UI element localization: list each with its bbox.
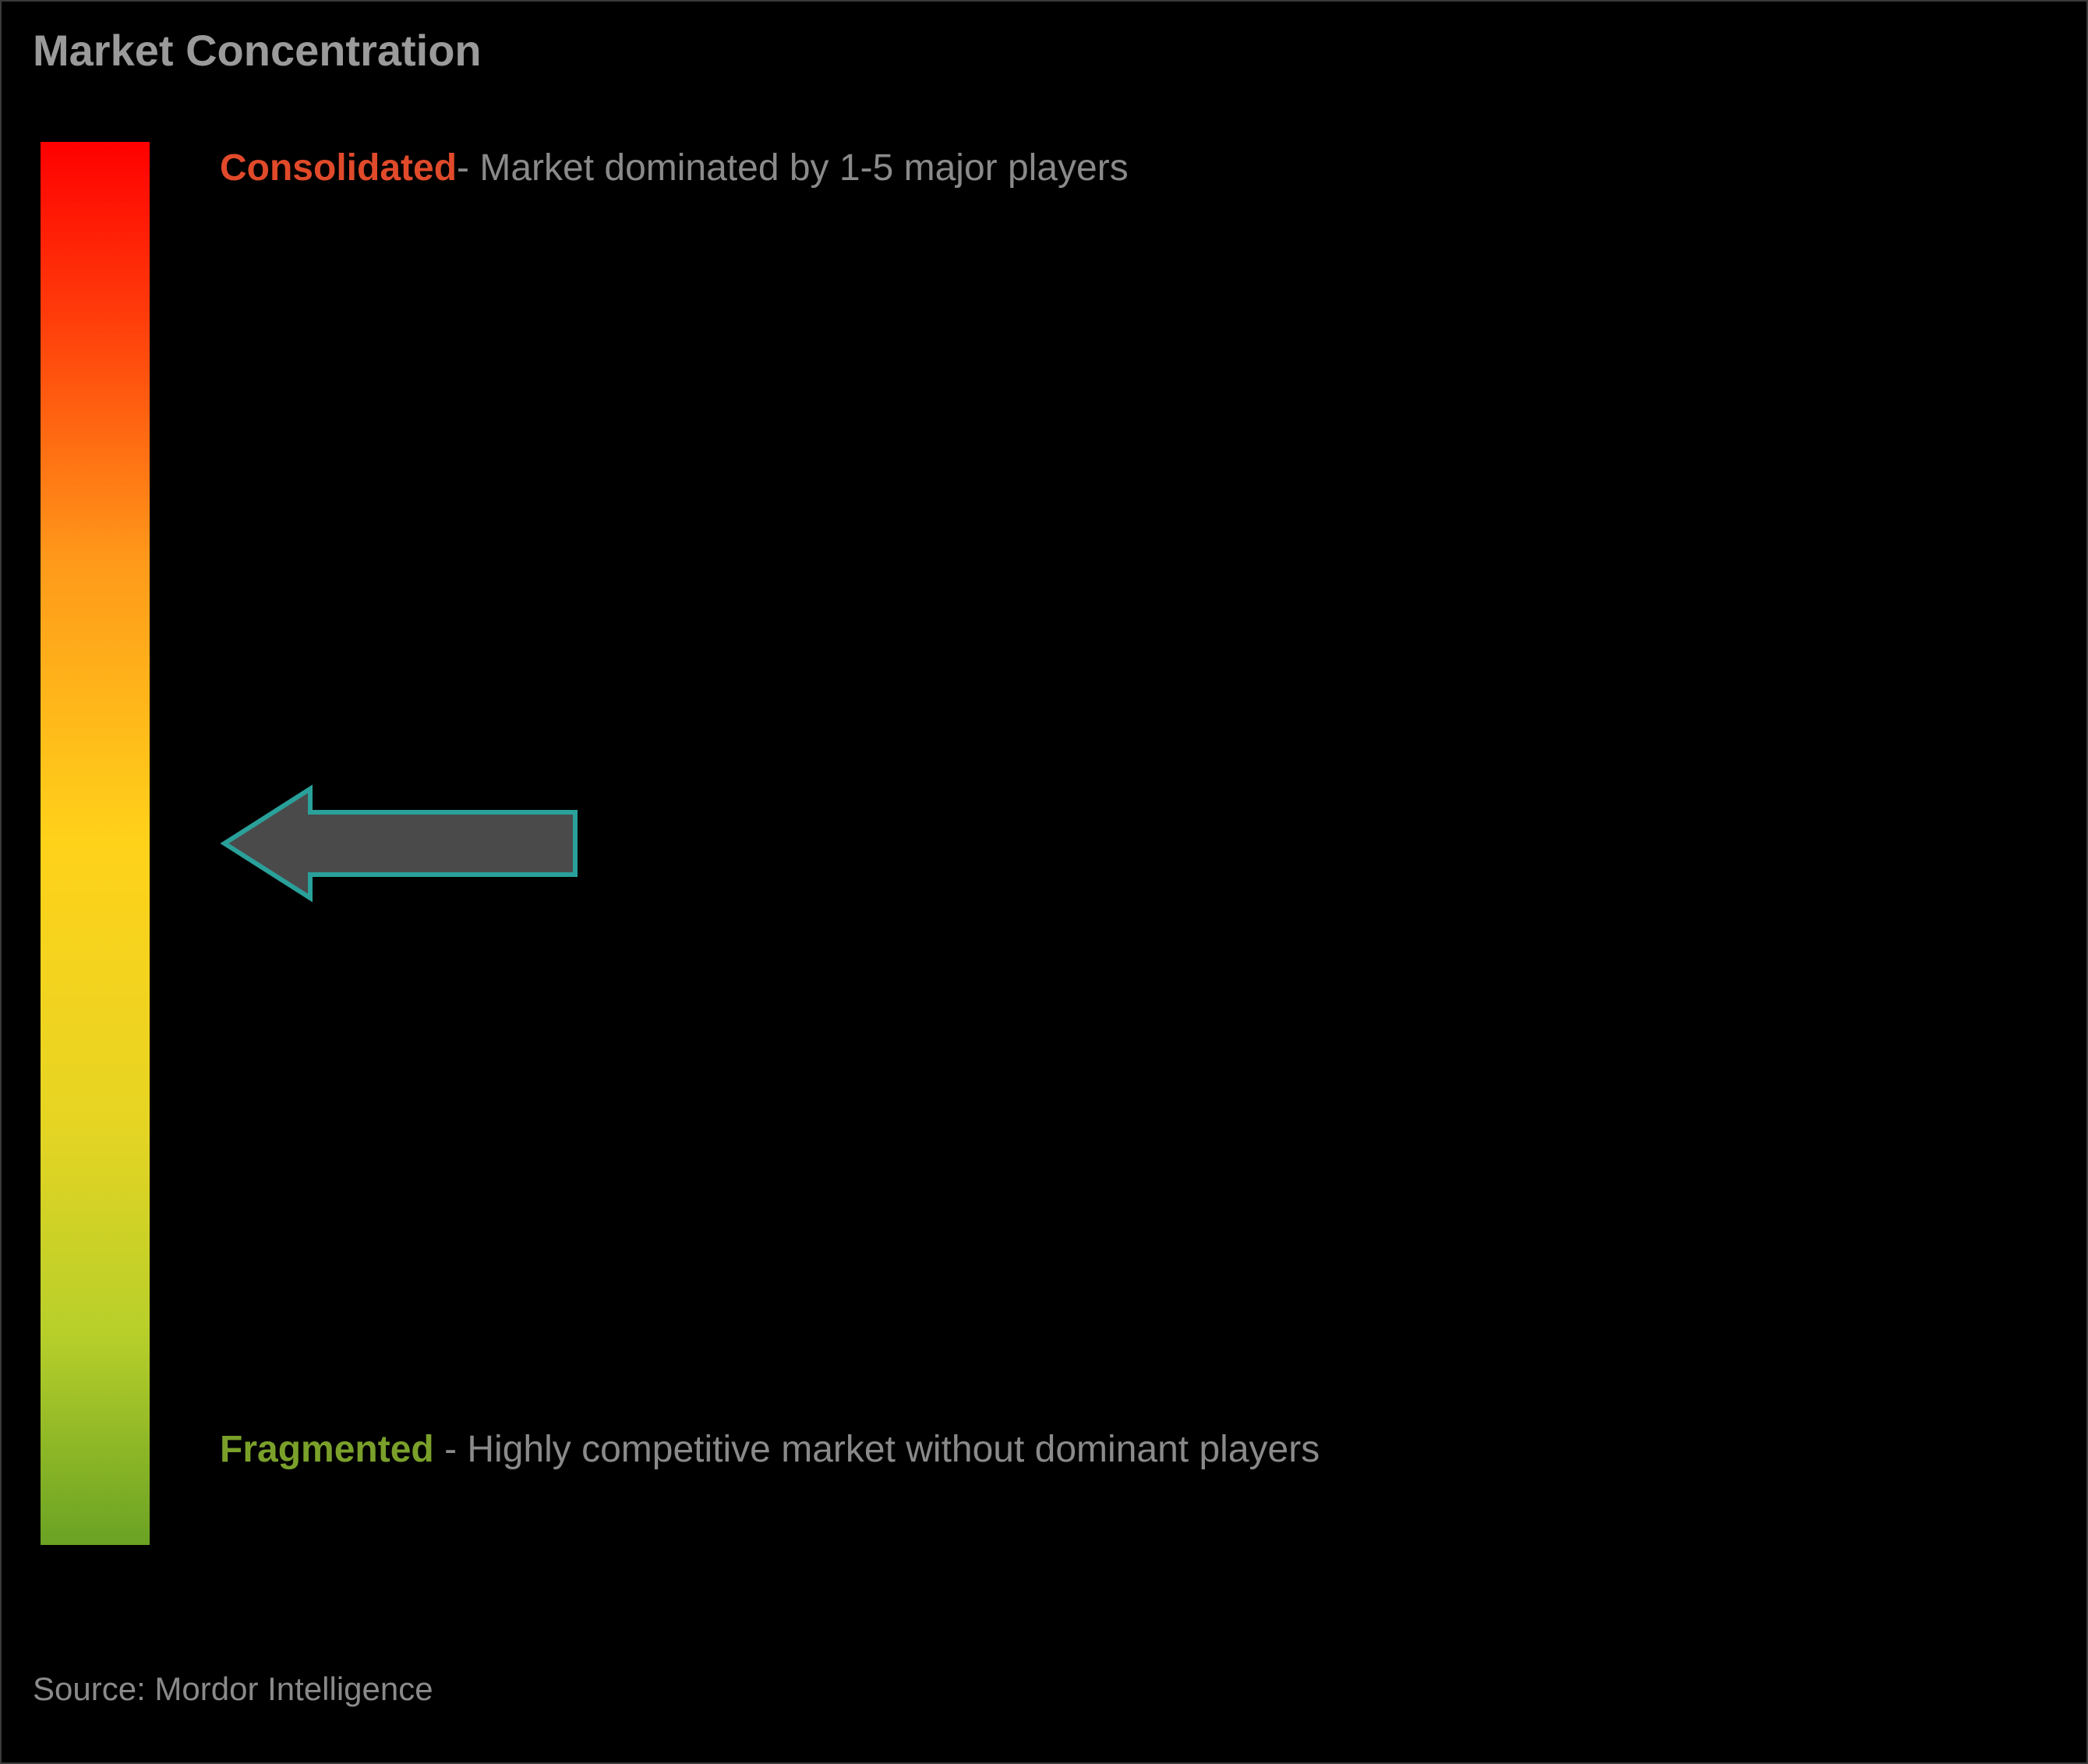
fragmented-keyword: Fragmented	[220, 1429, 434, 1470]
consolidated-description: - Market dominated by 1-5 major players	[457, 147, 1129, 189]
infographic-canvas: Market Concentration Consolidated- Marke…	[0, 0, 2088, 1764]
indicator-arrow-wrap	[220, 784, 580, 907]
fragmented-label: Fragmented - Highly competitive market w…	[220, 1420, 1506, 1480]
chart-area: Consolidated- Market dominated by 1-5 ma…	[41, 142, 2036, 1561]
indicator-arrow-icon	[220, 784, 580, 903]
source-text: Mordor Intelligence	[154, 1670, 433, 1707]
concentration-gradient-bar	[41, 142, 150, 1545]
source-prefix: Source:	[33, 1670, 154, 1707]
consolidated-keyword: Consolidated	[220, 147, 457, 189]
page-title: Market Concentration	[33, 25, 482, 76]
consolidated-label: Consolidated- Market dominated by 1-5 ma…	[220, 142, 2005, 194]
source-line: Source: Mordor Intelligence	[33, 1670, 433, 1708]
fragmented-description: - Highly competitive market without domi…	[444, 1429, 1320, 1470]
